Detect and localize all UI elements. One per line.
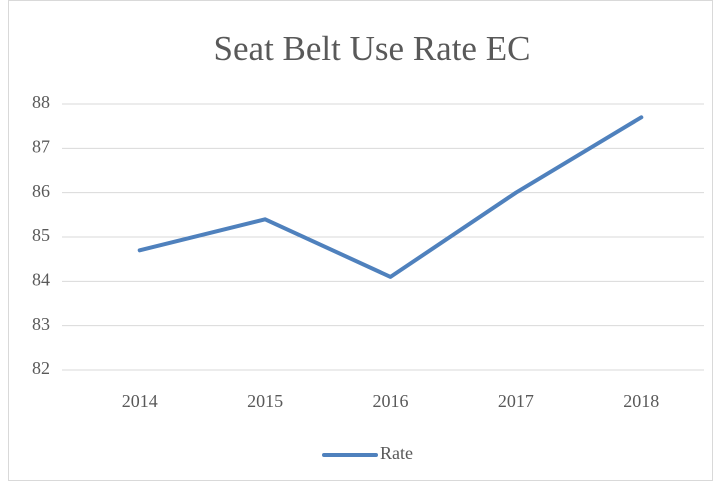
x-tick-label: 2018 bbox=[623, 391, 659, 411]
y-tick-label: 84 bbox=[32, 269, 50, 289]
x-tick-label: 2014 bbox=[122, 391, 158, 411]
x-tick-label: 2016 bbox=[373, 391, 409, 411]
legend-label: Rate bbox=[380, 443, 413, 463]
y-tick-label: 85 bbox=[32, 225, 50, 245]
y-tick-label: 82 bbox=[32, 358, 50, 378]
chart-title: Seat Belt Use Rate EC bbox=[214, 29, 531, 68]
y-tick-label: 83 bbox=[32, 314, 50, 334]
x-tick-label: 2017 bbox=[498, 391, 534, 411]
y-tick-label: 86 bbox=[32, 181, 50, 201]
y-tick-label: 87 bbox=[32, 136, 50, 156]
x-tick-label: 2015 bbox=[247, 391, 283, 411]
chart-border bbox=[8, 0, 713, 481]
line-series bbox=[137, 115, 644, 279]
y-tick-label: 88 bbox=[32, 92, 50, 112]
